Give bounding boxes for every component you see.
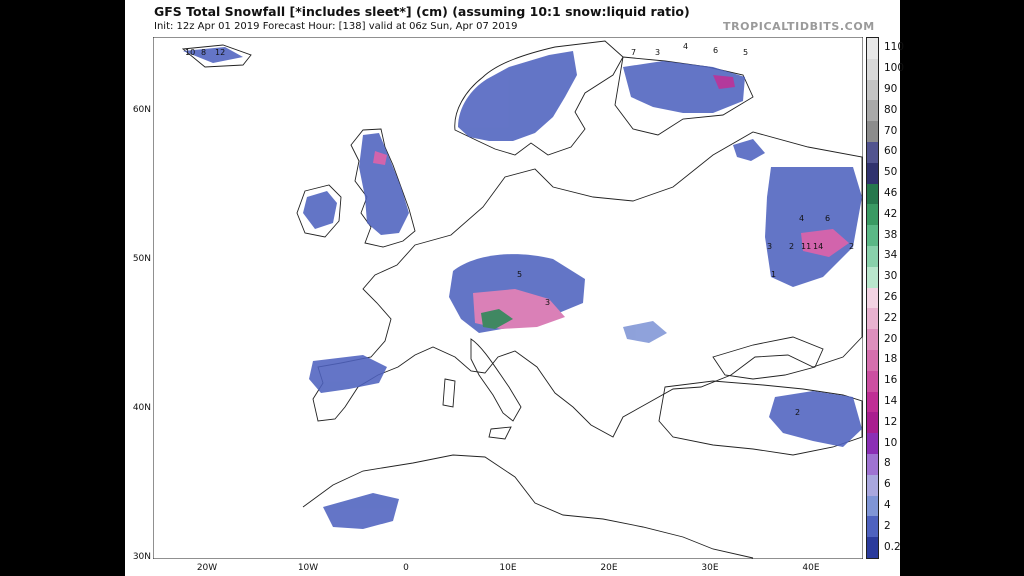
map-title: GFS Total Snowfall [*includes sleet*] (c… [154,4,690,19]
colorbar-cell [867,121,878,143]
colorbar-cell [867,433,878,455]
value-label: 7 [631,48,636,57]
value-label: 1 [771,270,776,279]
colorbar-label: 110 [884,41,905,54]
value-label: 4 [683,42,688,51]
colorbar-label: 34 [884,249,898,262]
lat-label: 40N [132,403,151,413]
colorbar-cell [867,204,878,226]
value-label: 3 [545,298,550,307]
colorbar-cell [867,142,878,164]
value-label: 8 [201,48,206,57]
value-label: 4 [799,214,804,223]
colorbar-label: 14 [884,395,898,407]
colorbar-cell [867,537,878,559]
lon-label: 40E [802,563,820,573]
colorbar-cell [867,38,878,60]
lat-label: 30N [132,552,151,562]
colorbar-label: 42 [884,207,898,220]
colorbar-cell [867,225,878,247]
colorbar-cell [867,79,878,101]
colorbar-cell [867,329,878,351]
colorbar-label: 6 [884,478,891,491]
colorbar-cell [867,412,878,434]
colorbar-cell [867,266,878,289]
lat-label: 60N [132,105,151,115]
colorbar-label: 50 [884,166,898,179]
lat-label: 50N [132,254,151,264]
colorbar-label: 46 [884,187,898,199]
colorbar-label: 18 [884,353,898,366]
lon-label: 30E [701,563,719,573]
colorbar-label: 20 [884,332,898,345]
colorbar-cell [867,162,878,185]
colorbar-cell [867,391,878,413]
colorbar-label: 38 [884,228,898,241]
colorbar-label: 0.2 [884,540,901,553]
lon-label: 20W [196,563,218,573]
colorbar-cell [867,308,878,330]
lon-label: 0 [403,563,409,573]
colorbar-cell [867,350,878,372]
colorbar-label: 10 [884,436,898,449]
colorbar-label: 8 [884,457,891,470]
value-label: 10 [185,48,195,57]
value-label: 11 [801,242,811,251]
colorbar-cell [867,287,878,309]
brand-watermark: TROPICALTIDBITS.COM [723,20,875,33]
value-label: 5 [517,270,522,279]
snowfall-colorbar [866,37,879,559]
colorbar-label: 90 [884,83,898,95]
lon-label: 10E [499,563,517,573]
colorbar-cell [867,454,878,476]
colorbar-cell [867,370,878,393]
lon-label: 20E [600,563,618,573]
value-label: 3 [767,242,772,251]
value-label: 6 [825,214,830,223]
colorbar-label: 2 [884,519,891,532]
value-label: 6 [713,46,718,55]
colorbar-label: 12 [884,415,898,428]
colorbar-cell [867,516,878,538]
colorbar-label: 30 [884,270,898,283]
value-label: 3 [655,48,660,57]
value-label: 5 [743,48,748,57]
colorbar-label: 26 [884,291,898,303]
colorbar-cell [867,246,878,268]
value-label: 2 [849,242,854,251]
colorbar-label: 70 [884,124,898,137]
colorbar-label: 100 [884,62,905,75]
snowfall-map: 10 8 12 7 3 4 6 5 1 2 11 14 5 4 2 3 6 2 … [153,37,863,559]
run-info: Init: 12z Apr 01 2019 Forecast Hour: [13… [154,21,518,32]
colorbar-cell [867,474,878,497]
colorbar-label: 80 [884,103,898,116]
value-label: 12 [215,48,225,57]
value-label: 2 [789,242,794,251]
colorbar-label: 60 [884,145,898,158]
colorbar-cell [867,58,878,81]
colorbar-cell [867,495,878,517]
colorbar-label: 22 [884,311,898,324]
colorbar-label: 16 [884,374,898,387]
colorbar-cell [867,183,878,205]
value-label: 2 [795,408,800,417]
colorbar-cell [867,100,878,122]
lon-label: 10W [297,563,319,573]
value-label: 14 [813,242,823,251]
colorbar-label: 4 [884,499,891,511]
snow-value-labels: 10 8 12 7 3 4 6 5 1 2 11 14 5 4 2 3 6 2 … [185,42,854,417]
map-panel: GFS Total Snowfall [*includes sleet*] (c… [125,0,904,576]
